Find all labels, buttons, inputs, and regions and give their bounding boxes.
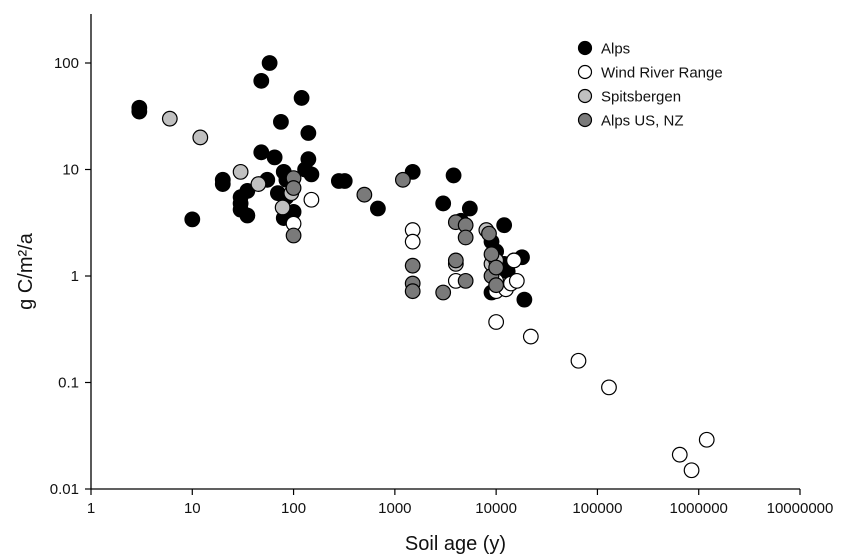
series-wind-river-range — [285, 191, 715, 479]
axes: 1 10 100 1000 10000 100000 1000000 10000000 0.0… — [50, 14, 834, 517]
legend-item: Alps — [577, 40, 630, 58]
x-tick-label: 1000000 — [670, 500, 728, 517]
legend-label: Alps US, NZ — [601, 113, 684, 130]
x-tick-label: 1 — [87, 500, 95, 517]
data-point — [356, 186, 373, 203]
x-tick-label: 10000000 — [767, 500, 834, 517]
legend-marker — [577, 40, 593, 56]
data-points — [131, 55, 715, 479]
data-point — [447, 252, 464, 269]
data-point — [522, 328, 539, 345]
series-alps — [131, 55, 533, 308]
legend-marker — [577, 64, 593, 80]
data-point — [161, 110, 178, 127]
data-point — [192, 129, 209, 146]
x-tick-label: 10 — [184, 500, 201, 517]
data-point — [570, 352, 587, 369]
series-alps-us-nz — [285, 170, 505, 301]
y-tick-label: 10 — [62, 162, 79, 179]
data-point — [481, 225, 497, 242]
data-point — [274, 199, 291, 216]
data-point — [184, 211, 201, 228]
y-tick-label: 0.01 — [50, 481, 79, 498]
data-point — [253, 72, 270, 89]
legend-label: Spitsbergen — [601, 89, 681, 106]
y-tick-label: 1 — [71, 268, 79, 285]
y-tick-label: 0.1 — [58, 375, 79, 392]
data-point — [488, 277, 505, 294]
data-point — [671, 446, 688, 463]
data-point — [285, 180, 302, 196]
data-point — [404, 257, 421, 274]
x-axis-title: Soil age (y) — [405, 533, 506, 555]
legend-item: Wind River Range — [577, 64, 723, 82]
data-point — [457, 272, 474, 289]
data-point — [214, 176, 231, 192]
data-point — [404, 283, 421, 300]
data-point — [131, 103, 148, 120]
data-point — [232, 163, 249, 180]
data-point — [457, 229, 474, 246]
y-axis-title: g C/m²/a — [15, 232, 37, 310]
data-point — [445, 167, 462, 184]
data-point — [601, 379, 617, 396]
legend: Alps Wind River Range Spitsbergen Alps US, … — [577, 40, 723, 130]
data-point — [336, 173, 353, 189]
series-spitsbergen — [161, 110, 505, 272]
y-tick-label: 100 — [54, 55, 79, 72]
x-tick-label: 10000 — [475, 500, 517, 517]
data-point — [516, 291, 533, 308]
data-point — [285, 227, 302, 244]
data-point — [508, 272, 525, 289]
y-axis-ticks: 0.01 0.1 1 10 100 — [50, 55, 91, 498]
data-point — [488, 259, 505, 276]
data-point — [496, 217, 513, 234]
legend-label: Alps — [601, 41, 630, 58]
data-point — [394, 171, 411, 188]
data-point — [506, 252, 522, 269]
data-point — [488, 314, 505, 330]
data-point — [303, 191, 320, 208]
data-point — [293, 90, 310, 106]
data-point — [698, 431, 715, 448]
data-point — [683, 462, 700, 479]
data-point — [266, 149, 283, 166]
legend-label: Wind River Range — [601, 65, 723, 82]
legend-marker — [577, 88, 593, 104]
legend-item: Alps US, NZ — [577, 112, 684, 130]
data-point — [303, 166, 320, 183]
data-point — [435, 284, 452, 301]
x-tick-label: 100 — [281, 500, 306, 517]
data-point — [435, 195, 452, 212]
data-point — [300, 125, 317, 141]
data-point — [253, 144, 270, 161]
data-point — [404, 233, 421, 250]
legend-item: Spitsbergen — [577, 88, 681, 106]
x-axis-ticks: 1 10 100 1000 10000 100000 1000000 10000000 — [87, 489, 834, 517]
data-point — [461, 200, 478, 217]
x-tick-label: 1000 — [378, 500, 411, 517]
legend-marker — [577, 112, 593, 128]
data-point — [369, 200, 386, 217]
data-point — [250, 176, 267, 192]
data-point — [239, 207, 256, 224]
data-point — [273, 113, 289, 130]
data-point — [261, 55, 278, 71]
data-point — [483, 246, 500, 263]
data-point — [300, 151, 317, 168]
x-tick-label: 100000 — [572, 500, 622, 517]
